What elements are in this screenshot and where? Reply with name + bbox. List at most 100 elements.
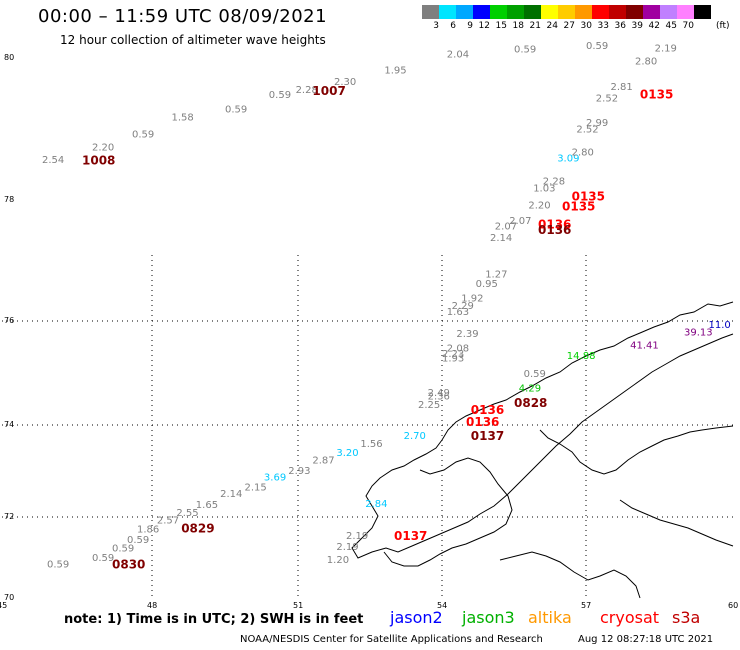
wave-height-label: 1.63 xyxy=(447,307,469,318)
footnote: note: 1) Time is in UTC; 2) SWH is in fe… xyxy=(64,612,364,627)
color-swatch xyxy=(592,5,609,19)
color-scale-label: 70 xyxy=(682,21,694,31)
longitude-label: 45 xyxy=(0,601,8,610)
wave-height-label: 2.23 xyxy=(442,349,464,360)
wave-height-label: 1.92 xyxy=(461,294,483,305)
time-label: 0135 xyxy=(640,87,673,101)
wave-height-label: 1.95 xyxy=(384,66,406,77)
wave-height-label: 0.59 xyxy=(269,90,291,101)
color-swatch xyxy=(609,5,626,19)
wave-height-label: 1.65 xyxy=(196,500,218,511)
wave-height-label: 2.04 xyxy=(447,49,469,60)
wave-height-label: 3.09 xyxy=(557,154,579,165)
wave-height-label: 39.13 xyxy=(684,328,713,339)
wave-height-label: 2.70 xyxy=(404,431,426,442)
wave-height-label: 41.41 xyxy=(630,341,659,352)
wave-height-label: 2.55 xyxy=(176,508,198,519)
color-swatch xyxy=(422,5,439,19)
time-label: 0828 xyxy=(514,396,547,410)
longitude-label: 48 xyxy=(147,601,158,610)
wave-height-label: 2.20 xyxy=(92,142,114,153)
color-scale-unit: (ft) xyxy=(716,21,730,31)
color-scale-label: 6 xyxy=(450,21,456,31)
wave-height-label: 14.88 xyxy=(567,351,596,362)
coastline xyxy=(351,301,734,599)
wave-height-label: 4.29 xyxy=(519,384,541,395)
color-swatch xyxy=(558,5,575,19)
mission-label: jason2 xyxy=(390,608,443,627)
wave-height-label: 2.28 xyxy=(543,176,565,187)
wave-height-label: 2.25 xyxy=(418,400,440,411)
longitude-label: 60 xyxy=(728,601,739,610)
wave-height-label: 11.0 xyxy=(709,320,731,331)
wave-height-label: 0.59 xyxy=(586,41,608,52)
mission-label: altika xyxy=(528,608,572,627)
time-label: 0829 xyxy=(181,521,214,535)
time-label: 0135 xyxy=(572,190,605,204)
color-scale-label: 12 xyxy=(478,21,490,31)
map-grid xyxy=(2,255,733,598)
wave-height-label: 0.59 xyxy=(92,553,114,564)
mission-label: jason3 xyxy=(462,608,515,627)
color-scale-label: 39 xyxy=(631,21,643,31)
wave-height-label: 2.19 xyxy=(655,44,677,55)
latitude-label: 76 xyxy=(4,316,15,325)
color-scale-label: 24 xyxy=(546,21,558,31)
wave-height-label: 2.28 xyxy=(296,85,318,96)
color-scale-label: 30 xyxy=(580,21,592,31)
wave-height-label: 1.93 xyxy=(442,354,464,365)
page-subtitle: 12 hour collection of altimeter wave hei… xyxy=(60,33,326,47)
color-swatch xyxy=(660,5,677,19)
wave-height-label: 1.58 xyxy=(171,112,193,123)
wave-height-label: 0.59 xyxy=(514,44,536,55)
time-label: 1007 xyxy=(312,84,345,98)
wave-height-label: 2.99 xyxy=(586,118,608,129)
wave-height-label: 2.57 xyxy=(157,515,179,526)
mission-label: cryosat xyxy=(600,608,660,627)
wave-height-label: 1.03 xyxy=(533,183,555,194)
color-swatch xyxy=(575,5,592,19)
wave-height-label: 2.54 xyxy=(42,155,64,166)
wave-height-label: 2.07 xyxy=(495,222,517,233)
longitude-label: 57 xyxy=(581,601,592,610)
color-swatch xyxy=(694,5,711,19)
color-scale-label: 27 xyxy=(563,21,575,31)
color-scale-label: 15 xyxy=(495,21,507,31)
wave-height-label: 2.81 xyxy=(611,82,633,93)
wave-height-label: 0.59 xyxy=(225,105,247,116)
wave-height-label: 2.20 xyxy=(528,200,550,211)
wave-height-label: 2.39 xyxy=(456,329,478,340)
wave-height-label: 1.27 xyxy=(485,269,507,280)
latitude-label: 78 xyxy=(4,195,15,204)
time-label: 1008 xyxy=(82,154,115,168)
time-label: 0136 xyxy=(466,415,499,429)
wave-height-label: 0.95 xyxy=(476,279,498,290)
longitude-label: 51 xyxy=(293,601,304,610)
wave-height-label: 2.07 xyxy=(509,216,531,227)
latitude-label: 74 xyxy=(4,420,15,429)
color-scale-label: 3 xyxy=(433,21,439,31)
timestamp-text: Aug 12 08:27:18 UTC 2021 xyxy=(578,634,714,645)
wave-height-label: 3.69 xyxy=(264,473,286,484)
time-label: 0136 xyxy=(538,217,571,231)
color-scale-bar xyxy=(422,5,711,19)
color-swatch xyxy=(677,5,694,19)
wave-height-label: 2.87 xyxy=(312,456,334,467)
wave-height-label: 2.84 xyxy=(365,499,387,510)
color-swatch xyxy=(473,5,490,19)
color-swatch xyxy=(524,5,541,19)
wave-height-label: 2.93 xyxy=(288,466,310,477)
wave-height-label: 2.15 xyxy=(244,482,266,493)
wave-height-label: 2.08 xyxy=(447,344,469,355)
color-swatch xyxy=(439,5,456,19)
page-title: 00:00 – 11:59 UTC 08/09/2021 xyxy=(38,6,328,27)
coastline-segment xyxy=(499,551,641,599)
color-scale-label: 42 xyxy=(648,21,660,31)
wave-height-label: 2.49 xyxy=(428,388,450,399)
wave-height-label: 0.59 xyxy=(132,130,154,141)
wave-height-label: 2.14 xyxy=(490,233,512,244)
credit-text: NOAA/NESDIS Center for Satellite Applica… xyxy=(240,634,543,645)
time-label: 0137 xyxy=(394,529,427,543)
